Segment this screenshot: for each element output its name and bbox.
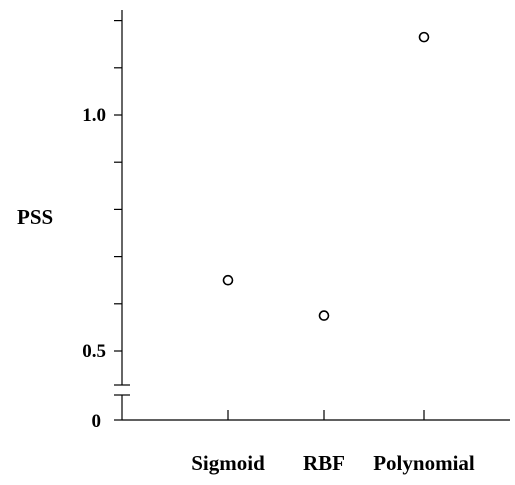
x-category-label: Sigmoid	[191, 451, 265, 475]
x-category-label: RBF	[303, 451, 345, 475]
data-point	[418, 31, 430, 43]
x-category-label: Polynomial	[373, 451, 475, 475]
data-point	[222, 274, 234, 286]
y-axis-zero-label: 0	[92, 411, 102, 432]
data-point	[318, 310, 330, 321]
y-tick-label: 1.0	[82, 105, 106, 126]
y-axis-label: PSS	[17, 205, 53, 229]
y-tick-label: 0.5	[82, 341, 106, 362]
